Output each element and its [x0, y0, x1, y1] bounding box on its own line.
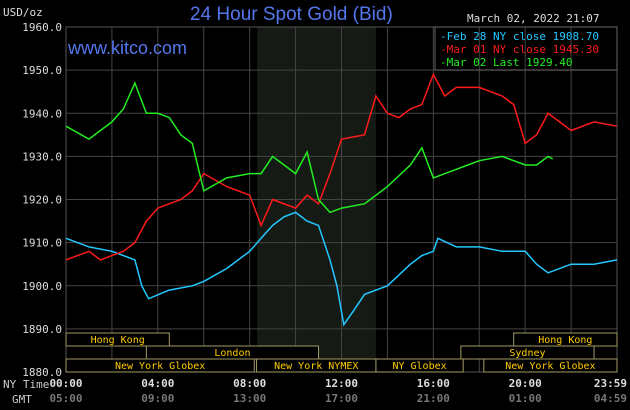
session-band: [65, 332, 170, 347]
y-tick-label: 1960.0: [22, 21, 62, 34]
timestamp: March 02, 2022 21:07: [467, 12, 600, 25]
y-tick-label: 1890.0: [22, 323, 62, 336]
legend-entry: -Feb 28 NY close 1908.70: [440, 30, 599, 43]
y-tick-label: 1940.0: [22, 107, 62, 120]
x-tick-gmt: 09:00: [141, 392, 174, 405]
x-tick-ny: 08:00: [233, 377, 266, 390]
x-tick-gmt: 04:59: [594, 392, 627, 405]
x-tick-ny: 12:00: [325, 377, 358, 390]
x-tick-gmt: 05:00: [49, 392, 82, 405]
y-tick-label: 1920.0: [22, 194, 62, 207]
session-band: [65, 358, 255, 373]
session-label: Hong Kong: [538, 335, 592, 346]
y-tick-label: 1880.0: [22, 366, 62, 379]
y-tick-label: 1930.0: [22, 150, 62, 163]
x-axis-ny-label: NY Time: [3, 378, 50, 391]
session-band: [483, 358, 618, 373]
series-line: [65, 72, 618, 261]
x-tick-ny: 16:00: [417, 377, 450, 390]
x-tick-gmt: 21:00: [417, 392, 450, 405]
x-tick-ny: 00:00: [49, 377, 82, 390]
x-tick-gmt: 13:00: [233, 392, 266, 405]
series-line: [65, 211, 618, 327]
y-tick-label: 1950.0: [22, 64, 62, 77]
x-tick-ny: 23:59: [594, 377, 627, 390]
y-axis-label: USD/oz: [3, 6, 43, 19]
kitco-watermark: www.kitco.com: [68, 38, 188, 58]
legend-box: [434, 26, 618, 71]
chart-title: 24 Hour Spot Gold (Bid): [190, 4, 393, 25]
session-label: NY Globex: [392, 361, 446, 372]
session-label: New York Globex: [505, 361, 595, 372]
y-tick-label: 1910.0: [22, 237, 62, 250]
series-line: [65, 81, 554, 214]
x-tick-ny: 20:00: [509, 377, 542, 390]
session-label: New York NYMEX: [274, 361, 358, 372]
session-label: Sydney: [509, 348, 545, 359]
x-tick-gmt: 01:00: [509, 392, 542, 405]
session-label: London: [214, 348, 250, 359]
session-band: [375, 358, 464, 373]
x-tick-ny: 04:00: [141, 377, 174, 390]
session-label: New York Globex: [115, 361, 205, 372]
legend-entry: -Mar 02 Last 1929.40: [440, 56, 572, 69]
x-tick-gmt: 17:00: [325, 392, 358, 405]
legend-entry: -Mar 01 NY close 1945.30: [440, 43, 599, 56]
x-axis-gmt-label: GMT: [12, 393, 32, 406]
session-label: Hong Kong: [91, 335, 145, 346]
y-tick-label: 1900.0: [22, 280, 62, 293]
